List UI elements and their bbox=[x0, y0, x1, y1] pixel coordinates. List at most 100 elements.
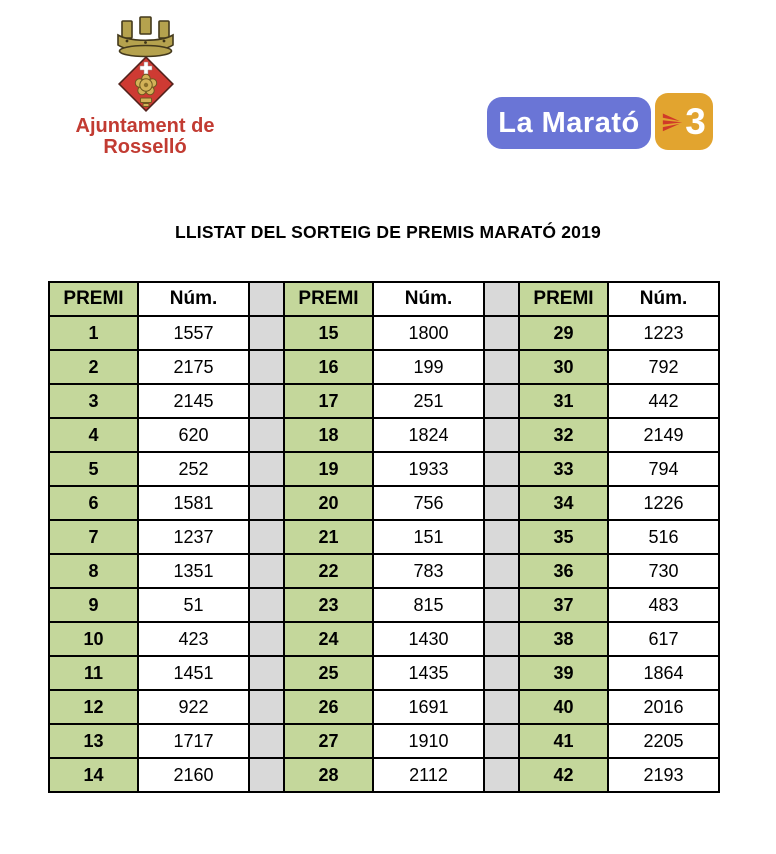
ajuntament-logo: Ajuntament de Rosselló bbox=[55, 8, 235, 158]
column-spacer-cell bbox=[248, 417, 285, 453]
premi-cell: 5 bbox=[48, 451, 139, 487]
column-spacer-cell bbox=[248, 655, 285, 691]
ajuntament-name-line1: Ajuntament de bbox=[75, 115, 215, 137]
premi-cell: 16 bbox=[283, 349, 374, 385]
premi-cell: 37 bbox=[518, 587, 609, 623]
premi-cell: 32 bbox=[518, 417, 609, 453]
column-spacer-cell bbox=[248, 451, 285, 487]
premi-cell: 15 bbox=[283, 315, 374, 351]
premi-cell: 29 bbox=[518, 315, 609, 351]
column-spacer-cell bbox=[248, 621, 285, 657]
column-spacer-cell bbox=[483, 689, 520, 725]
num-cell: 756 bbox=[372, 485, 485, 521]
num-cell: 620 bbox=[137, 417, 250, 453]
coat-of-arms-icon bbox=[117, 16, 175, 113]
num-cell: 815 bbox=[372, 587, 485, 623]
num-cell: 1557 bbox=[137, 315, 250, 351]
column-spacer-cell bbox=[483, 451, 520, 487]
num-cell: 151 bbox=[372, 519, 485, 555]
premi-cell: 17 bbox=[283, 383, 374, 419]
premi-cell: 20 bbox=[283, 485, 374, 521]
premi-cell: 21 bbox=[283, 519, 374, 555]
prize-table: PREMI Núm. PREMI Núm. PREMI Núm. 1 1557 15… bbox=[48, 281, 720, 793]
column-spacer-cell bbox=[248, 519, 285, 555]
num-cell: 794 bbox=[607, 451, 720, 487]
tv3-number: 3 bbox=[685, 101, 706, 142]
column-spacer-cell bbox=[483, 757, 520, 793]
table-row: 4 620 18 1824 32 2149 bbox=[48, 417, 720, 453]
premi-cell: 12 bbox=[48, 689, 139, 725]
num-cell: 730 bbox=[607, 553, 720, 589]
premi-cell: 23 bbox=[283, 587, 374, 623]
column-spacer-cell bbox=[483, 485, 520, 521]
table-row: 1 1557 15 1800 29 1223 bbox=[48, 315, 720, 351]
col-header-premi-3: PREMI bbox=[518, 281, 609, 317]
premi-cell: 24 bbox=[283, 621, 374, 657]
column-spacer-cell bbox=[248, 587, 285, 623]
premi-cell: 10 bbox=[48, 621, 139, 657]
premi-cell: 1 bbox=[48, 315, 139, 351]
num-cell: 2016 bbox=[607, 689, 720, 725]
ajuntament-name-line2: Rosselló bbox=[103, 136, 187, 158]
num-cell: 1435 bbox=[372, 655, 485, 691]
col-header-num-1: Núm. bbox=[137, 281, 250, 317]
premi-cell: 13 bbox=[48, 723, 139, 759]
num-cell: 1691 bbox=[372, 689, 485, 725]
prize-table-container: PREMI Núm. PREMI Núm. PREMI Núm. 1 1557 15… bbox=[48, 281, 720, 793]
column-spacer-cell bbox=[483, 587, 520, 623]
num-cell: 1933 bbox=[372, 451, 485, 487]
premi-cell: 19 bbox=[283, 451, 374, 487]
column-spacer-cell bbox=[248, 689, 285, 725]
premi-cell: 31 bbox=[518, 383, 609, 419]
col-header-premi-2: PREMI bbox=[283, 281, 374, 317]
table-row: 3 2145 17 251 31 442 bbox=[48, 383, 720, 419]
num-cell: 1226 bbox=[607, 485, 720, 521]
table-row: 8 1351 22 783 36 730 bbox=[48, 553, 720, 589]
col-header-num-2: Núm. bbox=[372, 281, 485, 317]
premi-cell: 14 bbox=[48, 757, 139, 793]
num-cell: 423 bbox=[137, 621, 250, 657]
premi-cell: 27 bbox=[283, 723, 374, 759]
premi-cell: 30 bbox=[518, 349, 609, 385]
num-cell: 1237 bbox=[137, 519, 250, 555]
table-row: 11 1451 25 1435 39 1864 bbox=[48, 655, 720, 691]
column-spacer-cell bbox=[248, 485, 285, 521]
premi-cell: 8 bbox=[48, 553, 139, 589]
num-cell: 2175 bbox=[137, 349, 250, 385]
num-cell: 1717 bbox=[137, 723, 250, 759]
premi-cell: 22 bbox=[283, 553, 374, 589]
num-cell: 617 bbox=[607, 621, 720, 657]
premi-cell: 33 bbox=[518, 451, 609, 487]
column-spacer-cell bbox=[248, 723, 285, 759]
tv3-arrow-icon bbox=[663, 113, 683, 131]
num-cell: 1581 bbox=[137, 485, 250, 521]
column-spacer-cell bbox=[248, 553, 285, 589]
num-cell: 1451 bbox=[137, 655, 250, 691]
premi-cell: 2 bbox=[48, 349, 139, 385]
num-cell: 2149 bbox=[607, 417, 720, 453]
column-spacer-cell bbox=[248, 349, 285, 385]
column-spacer-cell bbox=[483, 621, 520, 657]
table-row: 5 252 19 1933 33 794 bbox=[48, 451, 720, 487]
column-spacer bbox=[483, 281, 520, 317]
premi-cell: 11 bbox=[48, 655, 139, 691]
table-row: 10 423 24 1430 38 617 bbox=[48, 621, 720, 657]
table-row: 7 1237 21 151 35 516 bbox=[48, 519, 720, 555]
num-cell: 922 bbox=[137, 689, 250, 725]
premi-cell: 3 bbox=[48, 383, 139, 419]
premi-cell: 36 bbox=[518, 553, 609, 589]
num-cell: 483 bbox=[607, 587, 720, 623]
column-spacer-cell bbox=[248, 757, 285, 793]
page-title: LLISTAT DEL SORTEIG DE PREMIS MARATÓ 201… bbox=[175, 222, 601, 242]
premi-cell: 41 bbox=[518, 723, 609, 759]
num-cell: 252 bbox=[137, 451, 250, 487]
num-cell: 1800 bbox=[372, 315, 485, 351]
column-spacer-cell bbox=[483, 553, 520, 589]
num-cell: 1223 bbox=[607, 315, 720, 351]
premi-cell: 6 bbox=[48, 485, 139, 521]
premi-cell: 42 bbox=[518, 757, 609, 793]
premi-cell: 7 bbox=[48, 519, 139, 555]
num-cell: 2112 bbox=[372, 757, 485, 793]
premi-cell: 18 bbox=[283, 417, 374, 453]
num-cell: 199 bbox=[372, 349, 485, 385]
